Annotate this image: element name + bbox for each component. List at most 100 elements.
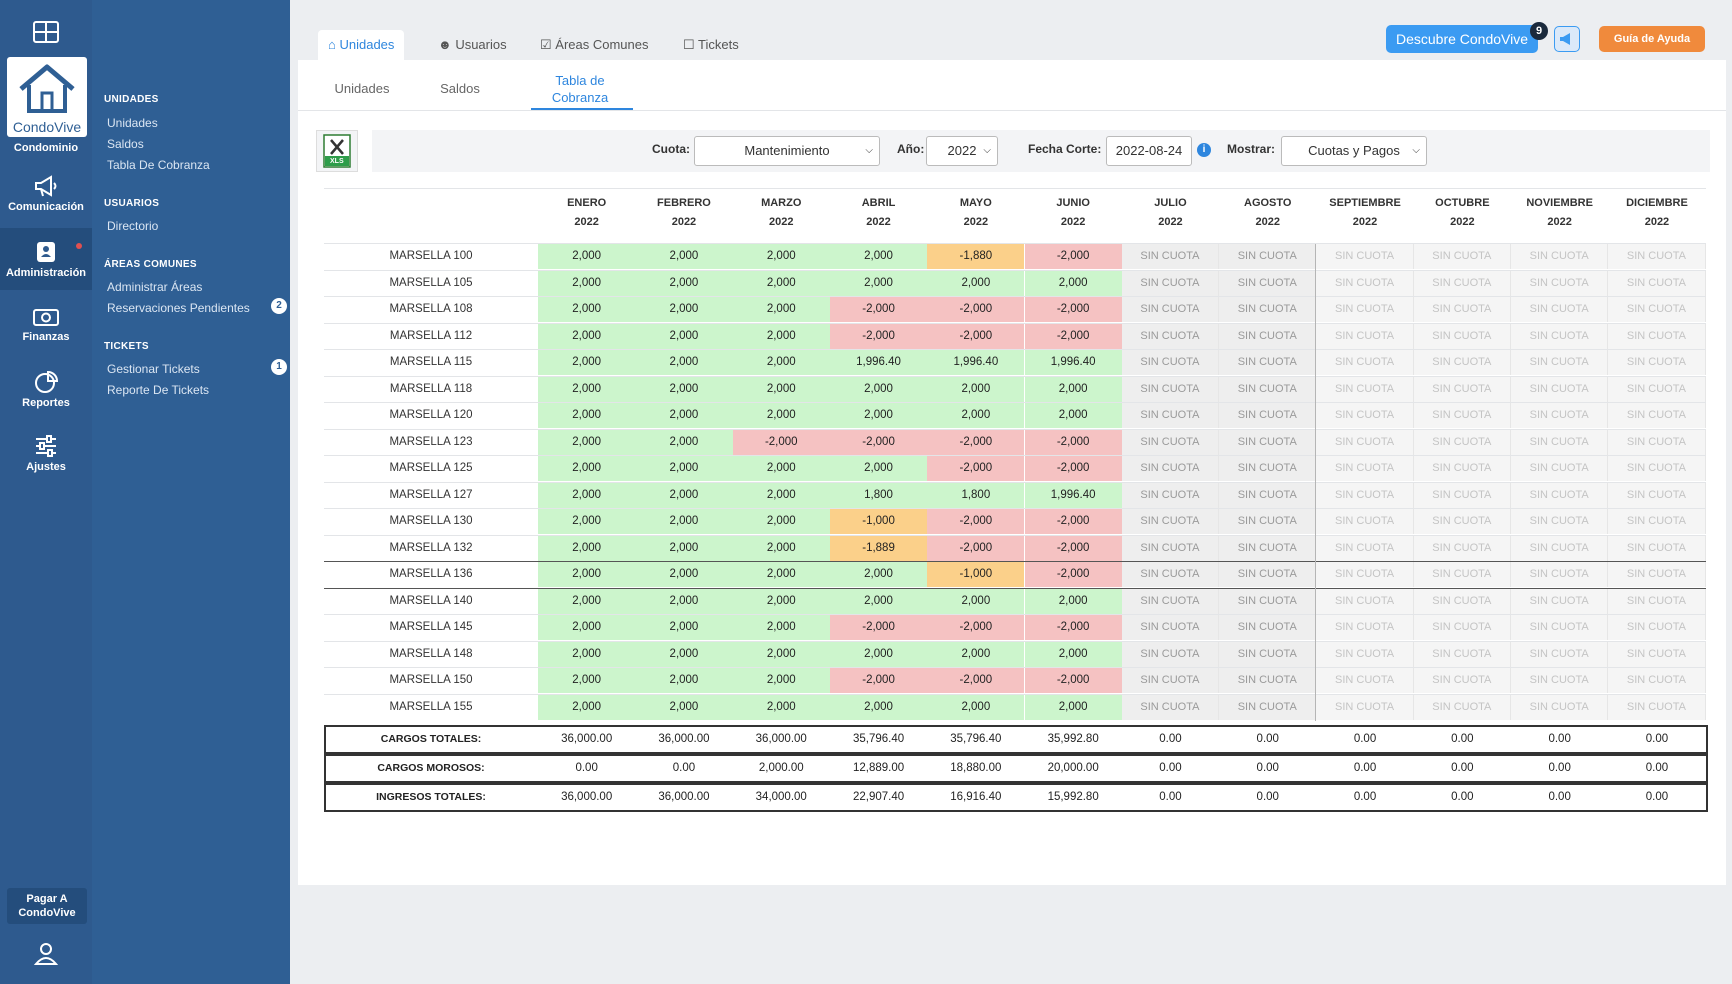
fee-cell[interactable]: 2,000 bbox=[927, 403, 1025, 428]
fee-cell[interactable]: -2,000 bbox=[927, 297, 1025, 322]
fee-cell[interactable]: 2,000 bbox=[829, 403, 928, 428]
fee-cell[interactable]: 2,000 bbox=[538, 244, 636, 269]
unit-name[interactable]: MARSELLA 120 bbox=[389, 409, 473, 421]
fee-cell[interactable]: 2,000 bbox=[635, 429, 733, 455]
fee-cell[interactable]: 2,000 bbox=[635, 244, 733, 269]
fee-cell[interactable]: 2,000 bbox=[732, 482, 830, 508]
fee-cell[interactable]: -2,000 bbox=[1024, 535, 1122, 561]
fee-cell[interactable]: 2,000 bbox=[538, 403, 636, 428]
fee-cell[interactable]: 2,000 bbox=[635, 376, 733, 402]
fee-cell[interactable]: -2,000 bbox=[1024, 244, 1122, 269]
fee-cell[interactable]: 2,000 bbox=[635, 270, 733, 296]
sidebar-item-gestionar-tickets[interactable]: Gestionar Tickets bbox=[107, 362, 200, 376]
fee-cell[interactable]: 2,000 bbox=[538, 535, 636, 561]
fee-cell[interactable]: 1,996.40 bbox=[1024, 482, 1122, 508]
fee-cell[interactable]: -2,000 bbox=[829, 668, 928, 693]
grid-menu-button[interactable] bbox=[0, 18, 92, 49]
fee-cell[interactable]: -2,000 bbox=[927, 535, 1025, 561]
subtab-saldos[interactable]: Saldos bbox=[440, 81, 480, 96]
fee-cell[interactable]: 2,000 bbox=[927, 588, 1025, 614]
fee-cell[interactable]: 2,000 bbox=[829, 641, 928, 667]
fee-cell[interactable]: 2,000 bbox=[1024, 641, 1122, 667]
tab-unidades[interactable]: ⌂ Unidades bbox=[318, 30, 405, 60]
fee-cell[interactable]: -1,880 bbox=[927, 244, 1025, 269]
rail-administracion[interactable]: Administración bbox=[0, 240, 92, 279]
fee-cell[interactable]: 2,000 bbox=[538, 509, 636, 534]
unit-name[interactable]: MARSELLA 115 bbox=[389, 356, 473, 368]
unit-name[interactable]: MARSELLA 150 bbox=[389, 674, 473, 686]
fee-cell[interactable]: 2,000 bbox=[1024, 270, 1122, 296]
unit-name[interactable]: MARSELLA 140 bbox=[389, 594, 473, 607]
sidebar-item-directorio[interactable]: Directorio bbox=[107, 219, 159, 233]
fee-cell[interactable]: 2,000 bbox=[538, 641, 636, 667]
fee-cell[interactable]: 2,000 bbox=[635, 668, 733, 693]
info-icon[interactable]: i bbox=[1197, 143, 1211, 157]
fee-cell[interactable]: 2,000 bbox=[635, 297, 733, 322]
discover-condovive-button[interactable]: Descubre CondoVive bbox=[1386, 25, 1538, 53]
fee-cell[interactable]: -2,000 bbox=[1024, 323, 1122, 349]
unit-name[interactable]: MARSELLA 155 bbox=[389, 700, 473, 713]
profile-button[interactable] bbox=[33, 940, 59, 971]
fee-cell[interactable]: 2,000 bbox=[732, 668, 830, 693]
sidebar-item-reservaciones[interactable]: Reservaciones Pendientes bbox=[107, 301, 250, 315]
unit-name[interactable]: MARSELLA 123 bbox=[389, 435, 473, 448]
fee-cell[interactable]: -1,889 bbox=[829, 535, 928, 561]
unit-name[interactable]: MARSELLA 100 bbox=[389, 250, 473, 262]
rail-ajustes[interactable]: Ajustes bbox=[0, 434, 92, 473]
sidebar-item-unidades[interactable]: Unidades bbox=[107, 116, 158, 130]
fee-cell[interactable]: 2,000 bbox=[1024, 403, 1122, 428]
fee-cell[interactable]: 1,800 bbox=[927, 482, 1025, 508]
fee-cell[interactable]: 1,996.40 bbox=[1024, 350, 1122, 375]
fee-cell[interactable]: -2,000 bbox=[1024, 429, 1122, 455]
fee-cell[interactable]: 2,000 bbox=[538, 562, 636, 587]
sidebar-item-saldos[interactable]: Saldos bbox=[107, 137, 144, 151]
fee-cell[interactable]: 2,000 bbox=[635, 350, 733, 375]
fee-cell[interactable]: 2,000 bbox=[732, 297, 830, 322]
fee-cell[interactable]: 2,000 bbox=[635, 323, 733, 349]
fee-cell[interactable]: 2,000 bbox=[829, 456, 928, 481]
fee-cell[interactable]: 2,000 bbox=[1024, 376, 1122, 402]
fee-cell[interactable]: 2,000 bbox=[635, 403, 733, 428]
unit-name[interactable]: MARSELLA 136 bbox=[389, 568, 473, 580]
fee-cell[interactable]: 2,000 bbox=[732, 456, 830, 481]
unit-name[interactable]: MARSELLA 148 bbox=[389, 647, 473, 660]
fee-cell[interactable]: -2,000 bbox=[927, 456, 1025, 481]
condovive-logo[interactable]: CondoVive bbox=[7, 57, 87, 137]
fee-cell[interactable]: 2,000 bbox=[732, 403, 830, 428]
fee-cell[interactable]: 2,000 bbox=[635, 588, 733, 614]
fee-cell[interactable]: 2,000 bbox=[635, 456, 733, 481]
fee-cell[interactable]: 2,000 bbox=[732, 641, 830, 667]
announce-button[interactable] bbox=[1554, 26, 1580, 52]
rail-comunicacion[interactable]: Comunicación bbox=[0, 174, 92, 213]
fee-cell[interactable]: -2,000 bbox=[927, 509, 1025, 534]
fee-cell[interactable]: 2,000 bbox=[732, 588, 830, 614]
fecha-corte-input[interactable]: 2022-08-24 bbox=[1106, 136, 1192, 166]
fee-cell[interactable]: 2,000 bbox=[927, 270, 1025, 296]
tab-tickets[interactable]: ☐ Tickets bbox=[673, 30, 749, 60]
fee-cell[interactable]: 2,000 bbox=[635, 535, 733, 561]
fee-cell[interactable]: -2,000 bbox=[829, 323, 928, 349]
fee-cell[interactable]: 2,000 bbox=[732, 509, 830, 534]
subtab-tabla-cobranza[interactable]: Tabla de Cobranza bbox=[551, 73, 609, 105]
fee-cell[interactable]: 2,000 bbox=[538, 429, 636, 455]
fee-cell[interactable]: 1,800 bbox=[829, 482, 928, 508]
fee-cell[interactable]: 2,000 bbox=[732, 244, 830, 269]
sidebar-item-administrar-areas[interactable]: Administrar Áreas bbox=[107, 280, 203, 294]
fee-cell[interactable]: 2,000 bbox=[538, 350, 636, 375]
fee-cell[interactable]: -2,000 bbox=[732, 429, 830, 455]
unit-name[interactable]: MARSELLA 125 bbox=[389, 462, 473, 474]
fee-cell[interactable]: -2,000 bbox=[927, 323, 1025, 349]
fee-cell[interactable]: 1,996.40 bbox=[829, 350, 928, 375]
fee-cell[interactable]: 2,000 bbox=[732, 535, 830, 561]
cuota-select[interactable]: Mantenimiento ⌵ bbox=[694, 136, 880, 166]
fee-cell[interactable]: 1,996.40 bbox=[927, 350, 1025, 375]
fee-cell[interactable]: 2,000 bbox=[538, 588, 636, 614]
fee-cell[interactable]: -2,000 bbox=[1024, 297, 1122, 322]
fee-cell[interactable]: 2,000 bbox=[538, 297, 636, 322]
fee-cell[interactable]: 2,000 bbox=[927, 694, 1025, 720]
fee-cell[interactable]: 2,000 bbox=[829, 588, 928, 614]
fee-cell[interactable]: 2,000 bbox=[538, 376, 636, 402]
fee-cell[interactable]: 2,000 bbox=[732, 562, 830, 587]
fee-cell[interactable]: 2,000 bbox=[927, 641, 1025, 667]
fee-cell[interactable]: -2,000 bbox=[829, 429, 928, 455]
